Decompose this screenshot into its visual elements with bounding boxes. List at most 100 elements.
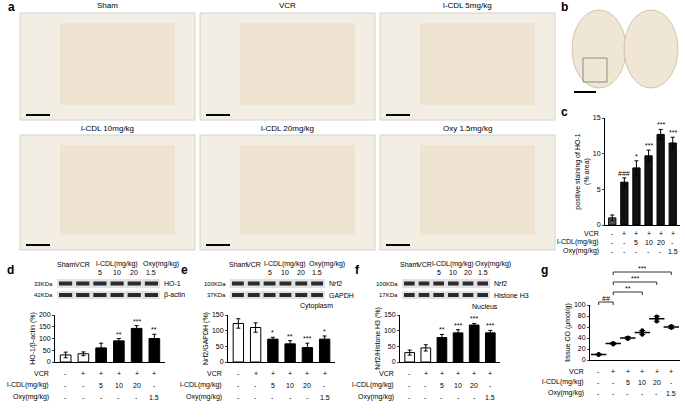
svg-text:10: 10: [449, 269, 457, 276]
svg-text:*: *: [635, 153, 638, 160]
svg-text:100KDa: 100KDa: [376, 281, 398, 287]
svg-text:***: ***: [657, 121, 665, 128]
svg-text:l-CDL(mg/kg): l-CDL(mg/kg): [7, 381, 49, 389]
svg-text:-: -: [424, 382, 427, 389]
svg-text:GAPDH: GAPDH: [329, 292, 354, 299]
svg-text:Oxy(mg/kg): Oxy(mg/kg): [358, 393, 394, 401]
svg-text:+: +: [488, 370, 492, 377]
svg-text:-: -: [655, 390, 658, 397]
svg-text:-: -: [82, 394, 85, 401]
svg-text:**: **: [625, 285, 631, 292]
svg-text:-: -: [659, 248, 662, 255]
svg-text:**: **: [287, 333, 293, 340]
svg-text:50: 50: [388, 343, 396, 350]
svg-text:+: +: [288, 370, 292, 377]
svg-text:+: +: [323, 370, 327, 377]
svg-text:-: -: [597, 379, 600, 386]
svg-text:-: -: [597, 390, 600, 397]
svg-text:50: 50: [216, 343, 224, 350]
svg-text:b: b: [561, 0, 568, 14]
svg-text:l-CDL 10mg/kg: l-CDL 10mg/kg: [81, 124, 134, 133]
svg-text:-: -: [612, 379, 615, 386]
svg-text:**: **: [439, 326, 445, 333]
svg-text:-: -: [254, 382, 257, 389]
svg-text:-: -: [237, 382, 240, 389]
svg-text:Oxy(mg/kg): Oxy(mg/kg): [13, 393, 49, 401]
svg-text:20: 20: [130, 269, 138, 276]
svg-text:***: ***: [303, 335, 311, 342]
svg-text:+: +: [671, 230, 675, 237]
svg-text:+: +: [634, 230, 638, 237]
svg-text:1.5: 1.5: [149, 394, 159, 401]
svg-text:+: +: [622, 230, 626, 237]
svg-text:-: -: [64, 394, 67, 401]
svg-text:10: 10: [281, 269, 289, 276]
svg-text:-: -: [611, 239, 614, 246]
svg-text:positive staining of HO-1(% ar: positive staining of HO-1(% area): [574, 133, 591, 209]
svg-text:VCR: VCR: [207, 370, 222, 377]
svg-text:40: 40: [578, 334, 586, 341]
svg-text:Oxy(mg/kg): Oxy(mg/kg): [548, 389, 584, 397]
svg-text:***: ***: [638, 265, 646, 272]
svg-text:tissue CO (μmol/g): tissue CO (μmol/g): [564, 303, 572, 362]
svg-text:+: +: [647, 230, 651, 237]
svg-text:150: 150: [212, 311, 224, 318]
svg-text:+: +: [655, 368, 659, 375]
svg-text:60: 60: [578, 323, 586, 330]
svg-text:*: *: [323, 328, 326, 335]
svg-text:20: 20: [653, 379, 661, 386]
svg-text:+: +: [424, 370, 428, 377]
svg-text:20: 20: [303, 382, 311, 389]
svg-text:150: 150: [384, 311, 396, 318]
svg-text:-: -: [623, 239, 626, 246]
svg-text:5: 5: [634, 239, 638, 246]
svg-text:+: +: [271, 370, 275, 377]
svg-text:-: -: [271, 394, 274, 401]
svg-text:-: -: [117, 394, 120, 401]
svg-text:Sham: Sham: [400, 261, 418, 268]
svg-text:-: -: [489, 382, 492, 389]
svg-text:100: 100: [384, 327, 396, 334]
svg-text:-: -: [670, 379, 673, 386]
svg-text:0: 0: [47, 358, 51, 365]
svg-text:10: 10: [645, 239, 653, 246]
svg-text:-: -: [597, 368, 600, 375]
svg-text:-: -: [153, 382, 156, 389]
svg-text:15: 15: [593, 114, 601, 121]
svg-text:1.5: 1.5: [485, 394, 495, 401]
svg-text:+: +: [456, 370, 460, 377]
svg-text:100: 100: [212, 327, 224, 334]
svg-text:10: 10: [286, 382, 294, 389]
svg-text:Sham: Sham: [57, 261, 75, 268]
svg-text:20: 20: [464, 269, 472, 276]
svg-text:-: -: [408, 394, 411, 401]
svg-text:1.5: 1.5: [668, 248, 678, 255]
svg-text:+: +: [254, 370, 258, 377]
svg-text:l-CDL(mg/kg): l-CDL(mg/kg): [352, 381, 394, 389]
svg-text:**: **: [116, 331, 122, 338]
svg-text:Nrf2/GAPDH (%): Nrf2/GAPDH (%): [202, 312, 210, 365]
svg-text:-: -: [612, 390, 615, 397]
svg-text:200: 200: [39, 311, 51, 318]
svg-text:Oxy(mg/kg): Oxy(mg/kg): [143, 260, 179, 268]
svg-text:-: -: [623, 248, 626, 255]
svg-text:+: +: [81, 370, 85, 377]
svg-text:42KDa: 42KDa: [34, 292, 53, 298]
svg-text:5: 5: [99, 382, 103, 389]
svg-text:20: 20: [470, 382, 478, 389]
svg-text:l-CDL(mg/kg): l-CDL(mg/kg): [96, 260, 138, 268]
svg-text:+: +: [640, 368, 644, 375]
svg-text:VCR: VCR: [279, 1, 296, 10]
svg-text:20: 20: [578, 345, 586, 352]
svg-text:+: +: [135, 370, 139, 377]
svg-text:HO-1: HO-1: [164, 280, 181, 287]
svg-text:20: 20: [657, 239, 665, 246]
svg-text:-: -: [135, 394, 138, 401]
svg-text:-: -: [64, 382, 67, 389]
svg-text:-: -: [473, 394, 476, 401]
svg-text:-: -: [424, 394, 427, 401]
svg-text:+: +: [152, 370, 156, 377]
svg-text:VCR: VCR: [75, 261, 90, 268]
svg-text:5: 5: [98, 269, 102, 276]
svg-text:+: +: [669, 368, 673, 375]
